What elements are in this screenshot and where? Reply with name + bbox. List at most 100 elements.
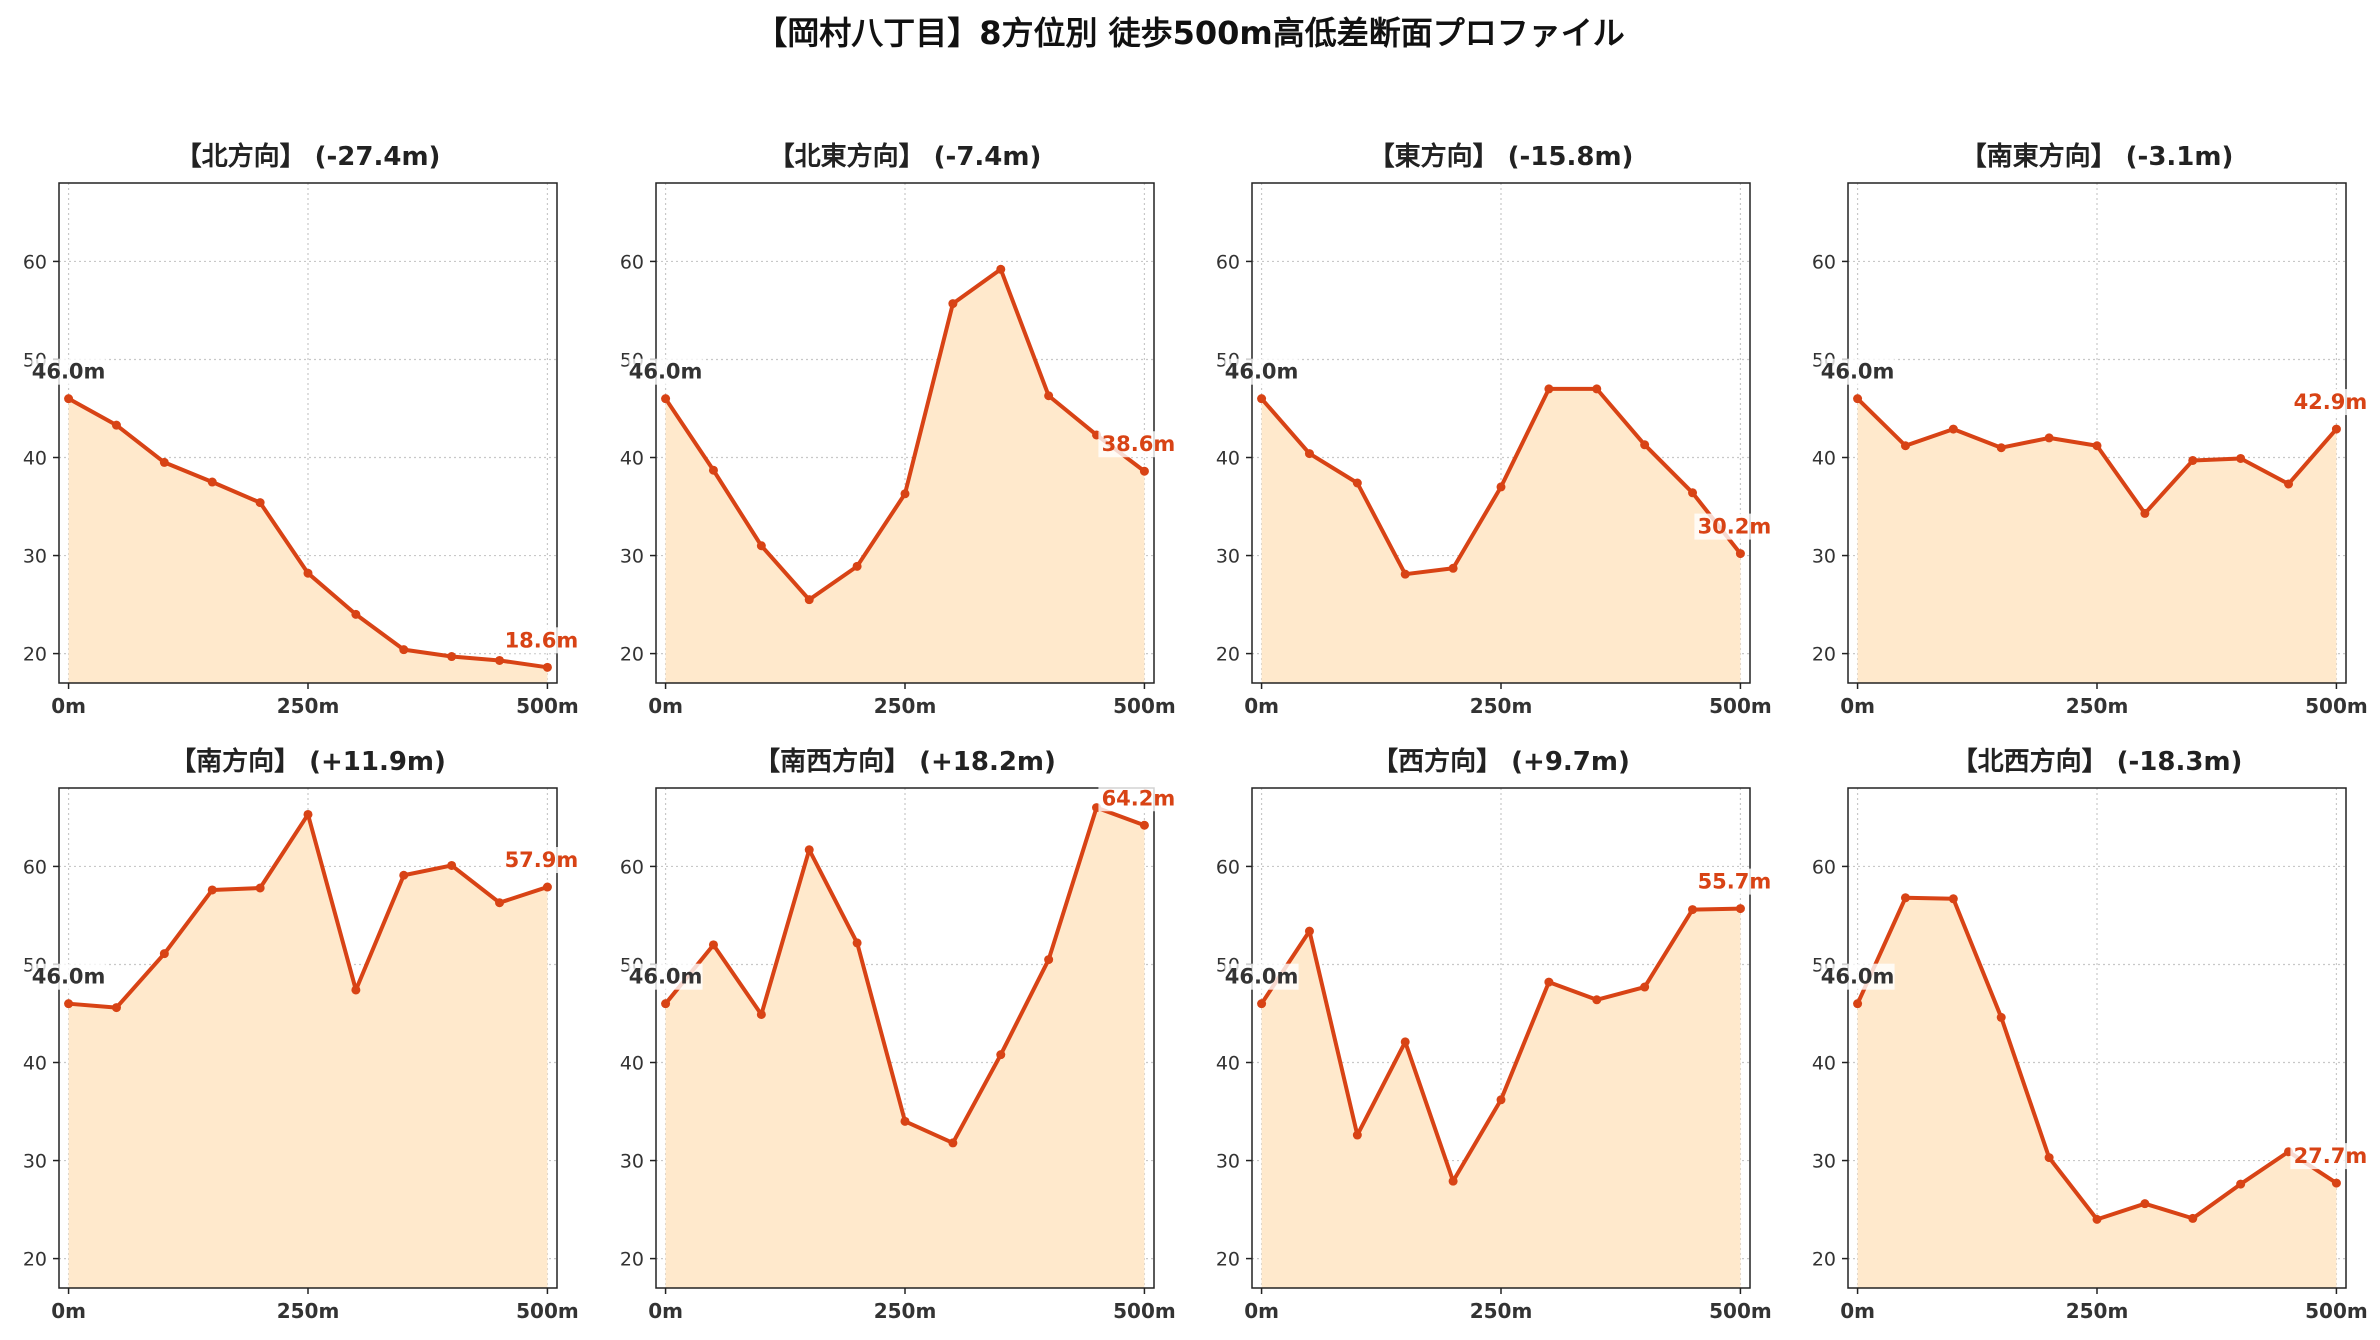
elevation-area: [1857, 897, 2337, 1288]
end-label-bg: [501, 847, 582, 874]
x-tick-label: 0m: [51, 1299, 86, 1323]
start-label-bg: [1820, 963, 1895, 990]
start-elevation-label: 46.0m: [32, 360, 106, 384]
y-tick-label: 30: [620, 546, 644, 568]
y-tick-label: 60: [23, 856, 47, 878]
y-tick-label: 30: [23, 546, 47, 568]
end-elevation-label: 57.9m: [505, 848, 579, 872]
data-point: [1688, 905, 1698, 915]
data-point: [447, 652, 457, 662]
y-tick-label: 60: [1216, 856, 1240, 878]
elevation-area: [1857, 398, 2337, 683]
data-point: [1592, 384, 1602, 394]
data-point: [542, 882, 552, 892]
data-point: [111, 420, 121, 430]
x-tick-label: 500m: [2305, 1299, 2368, 1323]
data-point: [64, 999, 74, 1009]
data-point: [2236, 453, 2246, 463]
subplot-title: 【東方向】 (-15.8m): [1369, 141, 1634, 172]
data-point: [1496, 1095, 1506, 1105]
start-label-bg: [1820, 358, 1895, 385]
data-point: [948, 1138, 958, 1148]
y-tick-label: 20: [620, 1249, 644, 1271]
start-label-bg: [31, 358, 106, 385]
subplot-title: 【西方向】 (+9.7m): [1372, 746, 1630, 777]
data-point: [351, 985, 361, 995]
y-tick-label: 40: [23, 1053, 47, 1075]
x-tick-label: 500m: [1113, 694, 1176, 718]
y-tick-label: 30: [620, 1151, 644, 1173]
data-point: [1044, 955, 1054, 965]
figure-title: 【岡村八丁目】8方位別 徒歩500m高低差断面プロファイル: [755, 14, 1625, 52]
data-point: [852, 561, 862, 571]
subplot-title: 【北東方向】 (-7.4m): [769, 141, 1042, 172]
y-tick-label: 60: [620, 856, 644, 878]
end-elevation-label: 42.9m: [2294, 390, 2368, 414]
data-point: [1304, 926, 1314, 936]
elevation-area: [665, 269, 1145, 683]
end-elevation-label: 18.6m: [505, 628, 579, 652]
data-point: [900, 489, 910, 499]
data-point: [399, 870, 409, 880]
end-label-bg: [1098, 431, 1179, 458]
data-point: [1400, 1037, 1410, 1047]
x-tick-label: 500m: [516, 1299, 579, 1323]
subplot-3: 【東方向】 (-15.8m)20304050600m250m500m46.0m3…: [1216, 141, 1775, 718]
subplot-4: 【南東方向】 (-3.1m)20304050600m250m500m46.0m4…: [1812, 141, 2371, 718]
x-tick-label: 0m: [51, 694, 86, 718]
x-tick-label: 250m: [874, 1299, 937, 1323]
data-point: [1352, 478, 1362, 488]
x-tick-label: 250m: [277, 694, 340, 718]
y-tick-label: 40: [1812, 1053, 1836, 1075]
end-elevation-label: 38.6m: [1102, 432, 1176, 456]
y-tick-label: 20: [23, 644, 47, 666]
x-tick-label: 0m: [648, 694, 683, 718]
data-point: [1352, 1130, 1362, 1140]
start-elevation-label: 46.0m: [32, 965, 106, 989]
data-point: [1948, 424, 1958, 434]
data-point: [1544, 977, 1554, 987]
data-point: [900, 1116, 910, 1126]
x-tick-label: 0m: [1244, 694, 1279, 718]
data-point: [1496, 482, 1506, 492]
data-point: [1592, 995, 1602, 1005]
data-point: [852, 938, 862, 948]
data-point: [399, 645, 409, 655]
data-point: [255, 498, 265, 508]
data-point: [2188, 455, 2198, 465]
data-point: [159, 949, 169, 959]
y-tick-label: 20: [1812, 644, 1836, 666]
subplot-title: 【南方向】 (+11.9m): [170, 746, 446, 777]
y-tick-label: 60: [1216, 251, 1240, 273]
x-tick-label: 500m: [1113, 1299, 1176, 1323]
data-point: [996, 264, 1006, 274]
start-elevation-label: 46.0m: [1821, 360, 1895, 384]
data-point: [948, 299, 958, 309]
data-point: [756, 541, 766, 551]
data-point: [2140, 508, 2150, 518]
data-point: [1304, 449, 1314, 459]
y-tick-label: 30: [1216, 546, 1240, 568]
data-point: [495, 655, 505, 665]
data-point: [2331, 1178, 2341, 1188]
data-point: [2236, 1179, 2246, 1189]
data-point: [1996, 443, 2006, 453]
data-point: [1544, 384, 1554, 394]
start-elevation-label: 46.0m: [1225, 360, 1299, 384]
x-tick-label: 500m: [1709, 1299, 1772, 1323]
start-label-bg: [1224, 358, 1299, 385]
x-tick-label: 0m: [648, 1299, 683, 1323]
data-point: [1640, 982, 1650, 992]
data-point: [708, 465, 718, 475]
data-point: [447, 860, 457, 870]
data-point: [2284, 479, 2294, 489]
y-tick-label: 20: [1216, 644, 1240, 666]
data-point: [159, 457, 169, 467]
data-point: [1257, 999, 1267, 1009]
data-point: [2044, 1153, 2054, 1163]
data-point: [303, 809, 313, 819]
data-point: [1257, 394, 1267, 404]
data-point: [1448, 563, 1458, 573]
elevation-area: [665, 807, 1145, 1288]
data-point: [303, 568, 313, 578]
